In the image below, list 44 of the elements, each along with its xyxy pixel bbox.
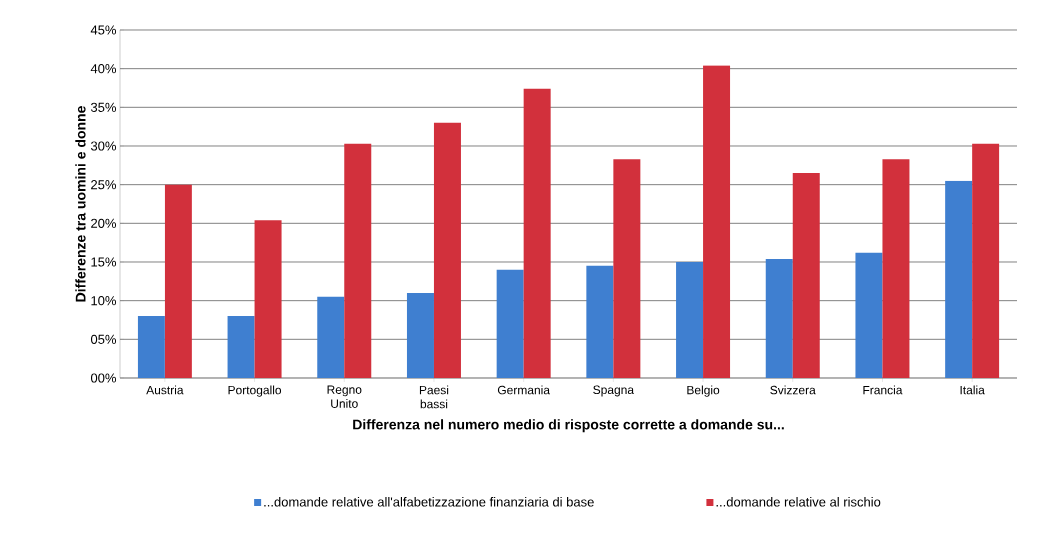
x-tick-label: Francia — [863, 385, 903, 395]
bar — [676, 261, 704, 378]
x-axis-title: Differenza nel numero medio di risposte corrette a domande su... — [353, 419, 784, 433]
y-tick-label: 25% — [91, 180, 117, 190]
bar — [703, 65, 731, 378]
y-tick-label: 40% — [90, 64, 117, 74]
x-tick-label: Regno Unito — [327, 385, 362, 408]
y-tick-label: 30% — [90, 141, 117, 151]
bar — [586, 265, 614, 378]
bar — [164, 184, 192, 378]
bar — [855, 252, 883, 378]
y-tick-label: 20% — [91, 218, 117, 228]
legend-label: ...domande relative al rischio — [716, 497, 881, 507]
bar — [945, 180, 973, 378]
x-tick-label: Italia — [960, 385, 985, 395]
y-tick-label: 10% — [91, 296, 117, 306]
bar — [254, 220, 282, 378]
bar — [317, 296, 345, 378]
bar — [523, 88, 551, 378]
bar — [613, 159, 641, 378]
bar — [792, 173, 820, 378]
bar — [406, 292, 434, 378]
x-tick-label: Austria — [146, 385, 184, 395]
x-tick-label: Spagna — [593, 385, 635, 397]
x-tick-label: Belgio — [687, 385, 720, 397]
bar — [344, 143, 372, 378]
bar — [972, 143, 1000, 378]
bar — [137, 316, 165, 378]
y-tick-label: 00% — [90, 373, 117, 383]
x-tick-label: Paesi bassi — [419, 385, 449, 409]
bar — [882, 159, 910, 378]
bar — [227, 316, 255, 378]
y-tick-label: 15% — [91, 257, 117, 267]
y-tick-label: 35% — [90, 102, 117, 112]
bar — [765, 258, 793, 378]
bar — [496, 269, 524, 378]
y-tick-label: 05% — [90, 334, 117, 344]
y-tick-label: 45% — [90, 25, 117, 35]
x-tick-label: Svizzera — [770, 385, 816, 395]
x-tick-label: Germania — [497, 385, 550, 395]
y-axis-title: Differenze tra uomini e donne — [75, 106, 86, 302]
legend-label: ...domande relative all'alfabetizzazione finanziaria di base — [264, 497, 594, 507]
bar — [433, 122, 461, 378]
x-tick-label: Portogallo — [228, 385, 282, 397]
